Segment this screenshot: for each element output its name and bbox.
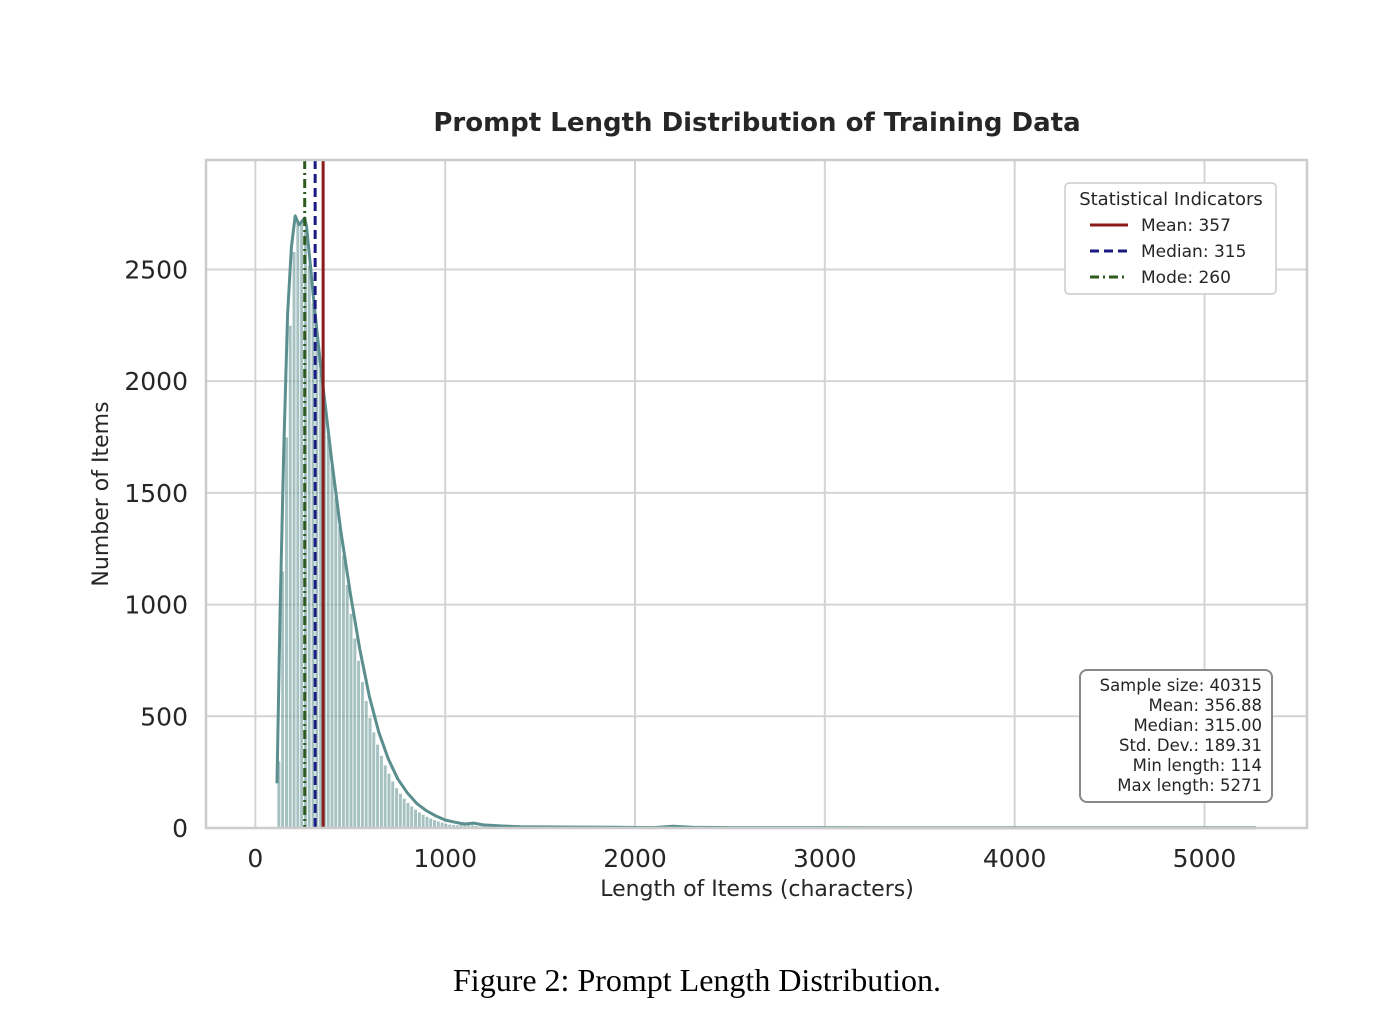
y-tick-label: 1500 [124,479,188,508]
x-tick-label: 1000 [413,844,477,873]
stats-line: Mean: 356.88 [1149,696,1263,715]
stats-line: Min length: 114 [1133,756,1262,775]
histogram-bar [295,222,301,829]
x-tick-label: 0 [247,844,263,873]
histogram-bar [363,700,369,829]
legend-title: Statistical Indicators [1079,189,1263,210]
y-tick-label: 2500 [124,255,188,284]
histogram-bar [284,436,289,829]
histogram-bar [333,496,339,829]
x-tick-label: 4000 [983,844,1047,873]
x-tick-label: 2000 [603,844,667,873]
stats-line: Median: 315.00 [1133,716,1262,735]
histogram-bar [291,251,297,829]
histogram-bar [382,764,388,829]
histogram-bar [360,681,365,829]
y-tick-label: 2000 [124,367,188,396]
histogram-bar [348,613,354,829]
histogram-bar [379,754,384,829]
legend-label: Mean: 357 [1141,216,1231,236]
histogram-bar [341,555,346,829]
legend-items: Mean: 357 Median: 315 Mode: 260 [1090,216,1246,288]
stats-line: Max length: 5271 [1117,776,1262,795]
histogram-bar [352,637,358,829]
y-tick-labels: 0 500 1000 1500 2000 2500 [124,255,188,843]
y-axis-label: Number of Items [89,401,114,586]
figure-caption: Figure 2: Prompt Length Distribution. [453,962,941,998]
stats-line: Std. Dev.: 189.31 [1119,736,1262,755]
histogram-bar [329,465,335,829]
histogram-bar [375,743,380,829]
histogram-bar [371,731,377,829]
histogram-bar [398,792,403,829]
histogram-bar [394,787,399,829]
histogram-bar [428,817,434,829]
legend-label: Mode: 260 [1141,268,1231,288]
histogram-bar [367,717,373,829]
stats-line: Sample size: 40315 [1100,676,1262,695]
legend-label: Median: 315 [1141,242,1246,262]
y-tick-label: 1000 [124,591,188,620]
histogram-bar [287,324,293,829]
x-tick-label: 5000 [1173,844,1237,873]
x-axis-label: Length of Items (characters) [600,877,914,902]
x-tick-label: 3000 [793,844,857,873]
histogram-bar [424,815,430,829]
histogram-bar [325,434,331,829]
stats-box-frame [1079,669,1273,803]
reference-lines [303,160,325,828]
chart-title: Prompt Length Distribution of Training D… [433,108,1080,138]
plot-frame [204,158,1309,830]
y-tick-label: 0 [172,814,188,843]
histogram-bar [344,584,350,829]
histogram-bar [299,219,304,829]
legend: Statistical Indicators Mean: 357 Median: … [1064,182,1277,295]
histogram-bar [413,808,418,829]
histogram-bar [417,811,422,829]
histogram-bar [337,525,342,829]
histogram-bar [409,805,415,829]
histogram-bar [386,772,392,829]
legend-box [1064,182,1277,295]
histogram-bars [276,219,506,829]
histogram-bar [306,264,312,829]
histogram-bar [356,660,361,829]
histogram-bar [420,813,426,829]
histogram-bar [405,802,411,829]
x-tick-labels: 0 1000 2000 3000 4000 5000 [247,844,1236,873]
histogram-bar [390,780,396,829]
histogram-bar [401,797,407,829]
y-tick-label: 500 [140,702,188,731]
